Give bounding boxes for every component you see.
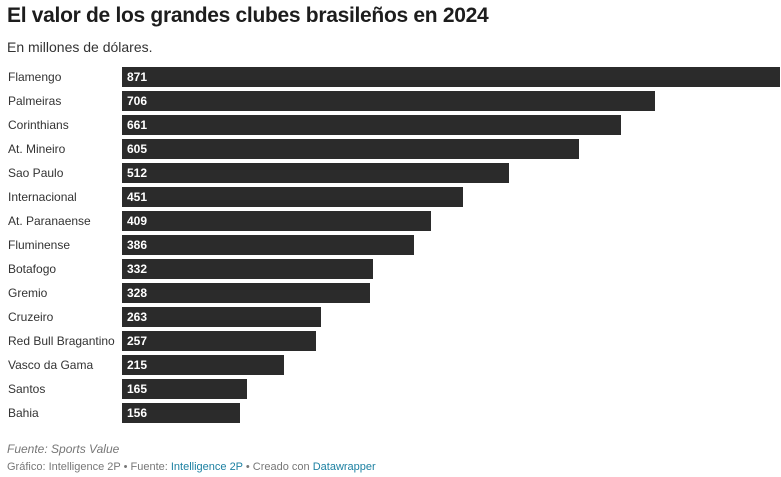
credit-prefix: Gráfico: Intelligence 2P • Fuente: <box>7 461 171 473</box>
value-label: 871 <box>127 70 147 84</box>
bar <box>122 283 370 303</box>
category-label: Gremio <box>8 286 48 300</box>
category-label: Palmeiras <box>8 94 61 108</box>
bar <box>122 379 247 399</box>
value-label: 512 <box>127 166 147 180</box>
bar <box>122 139 579 159</box>
bar <box>122 187 463 207</box>
value-label: 706 <box>127 94 147 108</box>
bar <box>122 355 284 375</box>
category-label: Red Bull Bragantino <box>8 334 115 348</box>
source-link[interactable]: Intelligence 2P <box>170 461 243 473</box>
source-note: Fuente: Sports Value <box>7 442 120 456</box>
bar <box>122 307 321 327</box>
bar <box>122 67 780 87</box>
value-label: 215 <box>127 358 147 372</box>
value-label: 332 <box>127 262 147 276</box>
category-label: Fluminense <box>8 238 70 252</box>
category-label: Botafogo <box>8 262 56 276</box>
value-label: 165 <box>127 382 147 396</box>
bar-chart: Flamengo 871 Palmeiras 706 Corinthians 661 At.… <box>8 67 780 423</box>
value-label: 257 <box>127 334 147 348</box>
credit-line: Gráfico: Intelligence 2P • Fuente: Intel… <box>7 461 376 473</box>
credit-middle: • Creado con <box>242 461 313 473</box>
bar <box>122 259 373 279</box>
bar <box>122 115 621 135</box>
value-label: 328 <box>127 286 147 300</box>
category-label: Sao Paulo <box>8 166 64 180</box>
chart-title: El valor de los grandes clubes brasileño… <box>7 4 489 27</box>
category-label: At. Mineiro <box>8 142 66 156</box>
category-label: Corinthians <box>8 118 69 132</box>
value-label: 156 <box>127 406 147 420</box>
value-label: 263 <box>127 310 147 324</box>
bar <box>122 331 316 351</box>
category-label: Cruzeiro <box>8 310 54 324</box>
chart-subtitle: En millones de dólares. <box>7 39 153 55</box>
category-label: Bahia <box>8 406 39 420</box>
bar <box>122 163 509 183</box>
bar <box>122 91 655 111</box>
value-label: 661 <box>127 118 147 132</box>
category-label: Flamengo <box>8 70 62 84</box>
value-label: 386 <box>127 238 147 252</box>
bar <box>122 235 414 255</box>
category-label: Vasco da Gama <box>8 358 93 372</box>
category-label: Santos <box>8 382 45 396</box>
value-label: 451 <box>127 190 147 204</box>
category-label: Internacional <box>8 190 77 204</box>
datawrapper-link[interactable]: Datawrapper <box>312 461 376 473</box>
bar <box>122 211 431 231</box>
value-label: 605 <box>127 142 147 156</box>
bar <box>122 403 240 423</box>
category-label: At. Paranaense <box>8 214 91 228</box>
value-label: 409 <box>127 214 147 228</box>
